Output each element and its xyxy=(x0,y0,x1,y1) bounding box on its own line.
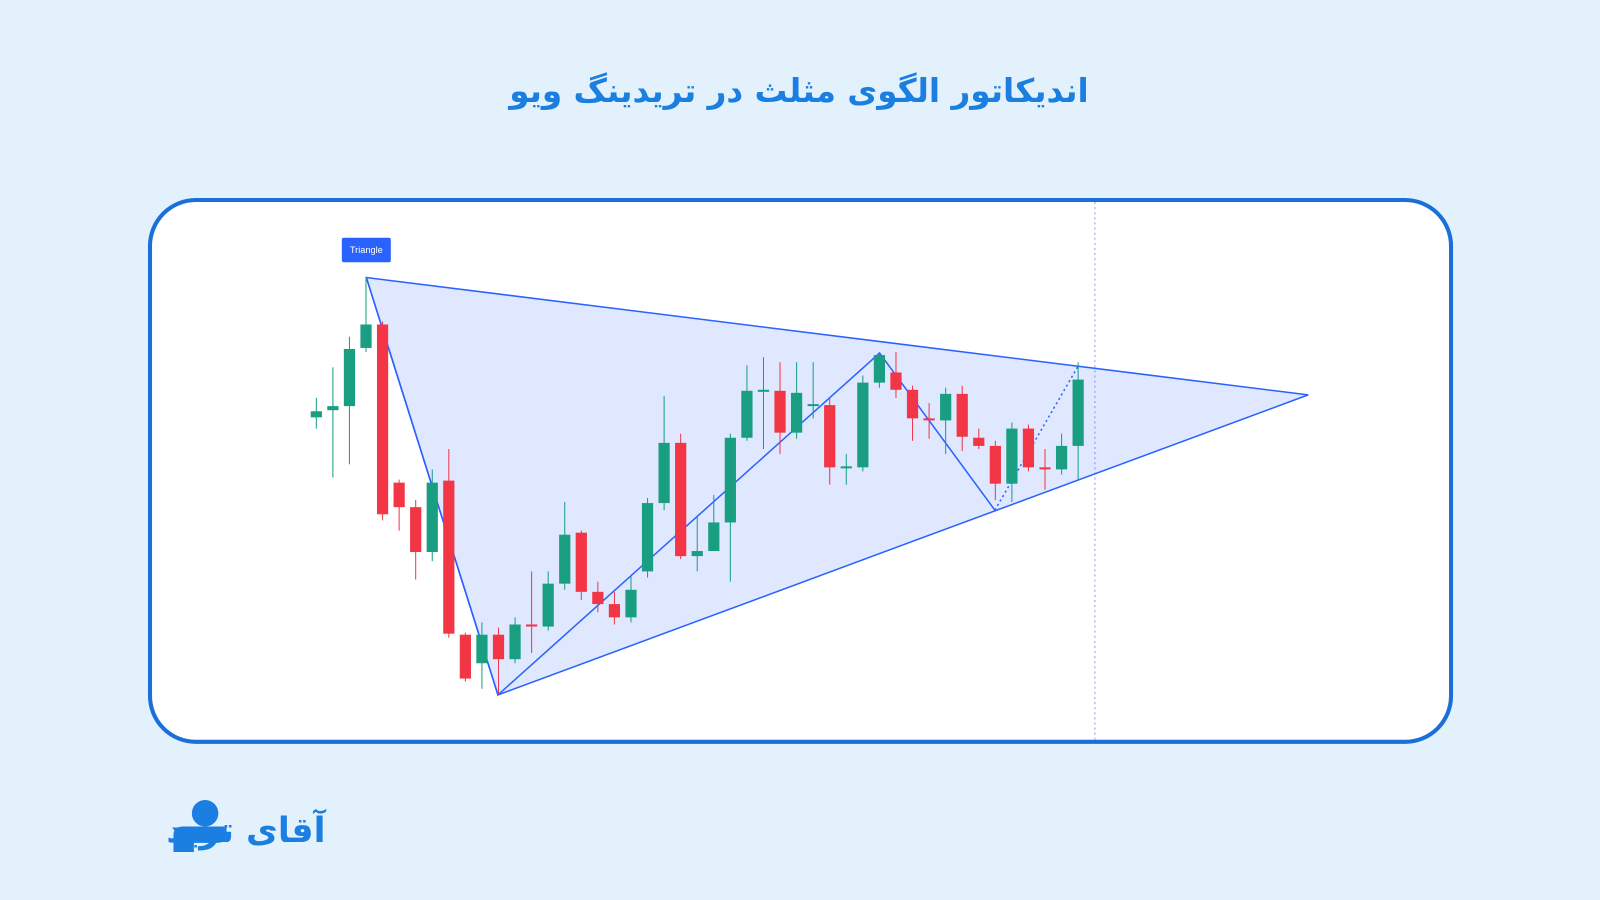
candle-body xyxy=(310,411,322,418)
candle-body xyxy=(790,392,803,433)
candle-body xyxy=(376,324,389,515)
candles xyxy=(310,277,1084,694)
candle-body xyxy=(343,348,356,407)
candle-body xyxy=(840,466,852,469)
candle-body xyxy=(327,406,339,411)
candle-body xyxy=(658,442,670,504)
candle-body xyxy=(608,604,621,618)
candle-body xyxy=(940,393,952,421)
candle-body xyxy=(492,634,505,660)
candle-body xyxy=(923,418,935,421)
candle-body xyxy=(724,437,736,523)
candle-body xyxy=(691,551,703,557)
candle-body xyxy=(592,591,604,605)
candle-body xyxy=(873,355,886,383)
candle-body xyxy=(575,532,587,592)
candle-body xyxy=(459,634,471,679)
candle-body xyxy=(675,442,687,557)
candle-body xyxy=(1006,428,1018,484)
candle-body xyxy=(443,480,455,634)
candle-body xyxy=(741,390,753,438)
candle-body xyxy=(824,405,836,468)
candle-body xyxy=(509,624,521,660)
candle-body xyxy=(393,482,405,508)
candle-body xyxy=(526,624,538,627)
zigzag-projection xyxy=(994,364,1080,511)
candle-body xyxy=(906,389,919,419)
candle-body xyxy=(989,445,1001,484)
candle-body xyxy=(426,482,438,553)
candle-body xyxy=(360,324,372,348)
candle-body xyxy=(1055,445,1068,470)
chart-title: اندیکاتور الگوی مثلث در تریدینگ ویو xyxy=(507,72,1089,111)
candle-body xyxy=(890,372,902,390)
candle-body xyxy=(1072,379,1084,446)
candle-body xyxy=(476,634,488,664)
candle-body xyxy=(1039,467,1051,470)
candle-body xyxy=(757,389,770,392)
candle-body xyxy=(641,503,654,572)
candle-body xyxy=(1022,428,1035,468)
candle-body xyxy=(625,589,637,618)
chart-card xyxy=(147,197,1454,744)
annotation-label: Triangle xyxy=(350,245,383,255)
candle-body xyxy=(973,437,985,446)
candle-body xyxy=(807,404,819,407)
logo-text: آقای ترید xyxy=(166,808,326,851)
annotation-badge xyxy=(341,237,391,263)
candle-body xyxy=(857,382,869,468)
logo-icon-body xyxy=(173,826,227,853)
candle-body xyxy=(708,522,720,552)
candle-body xyxy=(542,583,554,627)
candle-body xyxy=(559,534,571,584)
candle-body xyxy=(410,507,422,553)
candle-body xyxy=(774,390,786,433)
candle-body xyxy=(956,393,968,437)
logo-icon-head xyxy=(191,800,219,827)
logo: آقای ترید xyxy=(166,800,327,853)
